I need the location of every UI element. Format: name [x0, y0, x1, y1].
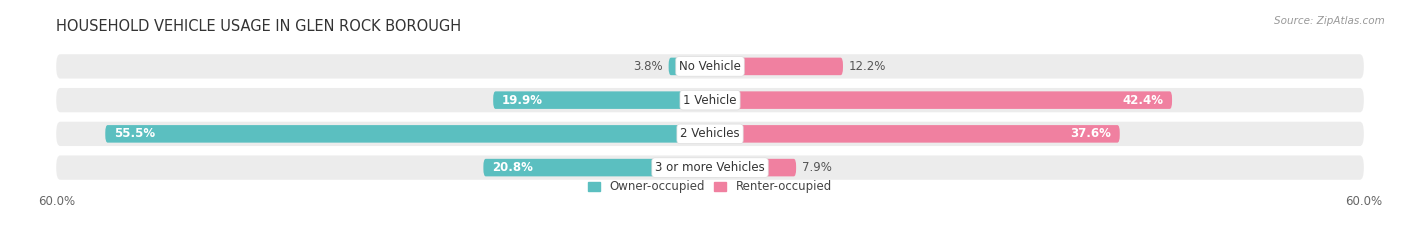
Text: 3 or more Vehicles: 3 or more Vehicles — [655, 161, 765, 174]
Text: 55.5%: 55.5% — [114, 127, 155, 140]
Text: HOUSEHOLD VEHICLE USAGE IN GLEN ROCK BOROUGH: HOUSEHOLD VEHICLE USAGE IN GLEN ROCK BOR… — [56, 19, 461, 34]
Text: 1 Vehicle: 1 Vehicle — [683, 94, 737, 107]
Text: 3.8%: 3.8% — [634, 60, 664, 73]
FancyBboxPatch shape — [484, 159, 710, 176]
FancyBboxPatch shape — [669, 58, 710, 75]
Text: 2 Vehicles: 2 Vehicles — [681, 127, 740, 140]
Text: 19.9%: 19.9% — [502, 94, 543, 107]
Text: 7.9%: 7.9% — [801, 161, 831, 174]
Text: No Vehicle: No Vehicle — [679, 60, 741, 73]
FancyBboxPatch shape — [56, 155, 1364, 180]
FancyBboxPatch shape — [710, 125, 1119, 143]
FancyBboxPatch shape — [710, 159, 796, 176]
Text: 42.4%: 42.4% — [1122, 94, 1163, 107]
FancyBboxPatch shape — [56, 54, 1364, 79]
FancyBboxPatch shape — [494, 91, 710, 109]
Text: 20.8%: 20.8% — [492, 161, 533, 174]
Legend: Owner-occupied, Renter-occupied: Owner-occupied, Renter-occupied — [583, 176, 837, 198]
Text: 37.6%: 37.6% — [1070, 127, 1111, 140]
Text: 12.2%: 12.2% — [848, 60, 886, 73]
FancyBboxPatch shape — [56, 88, 1364, 112]
FancyBboxPatch shape — [710, 58, 844, 75]
FancyBboxPatch shape — [56, 122, 1364, 146]
FancyBboxPatch shape — [105, 125, 710, 143]
Text: Source: ZipAtlas.com: Source: ZipAtlas.com — [1274, 16, 1385, 26]
FancyBboxPatch shape — [710, 91, 1173, 109]
